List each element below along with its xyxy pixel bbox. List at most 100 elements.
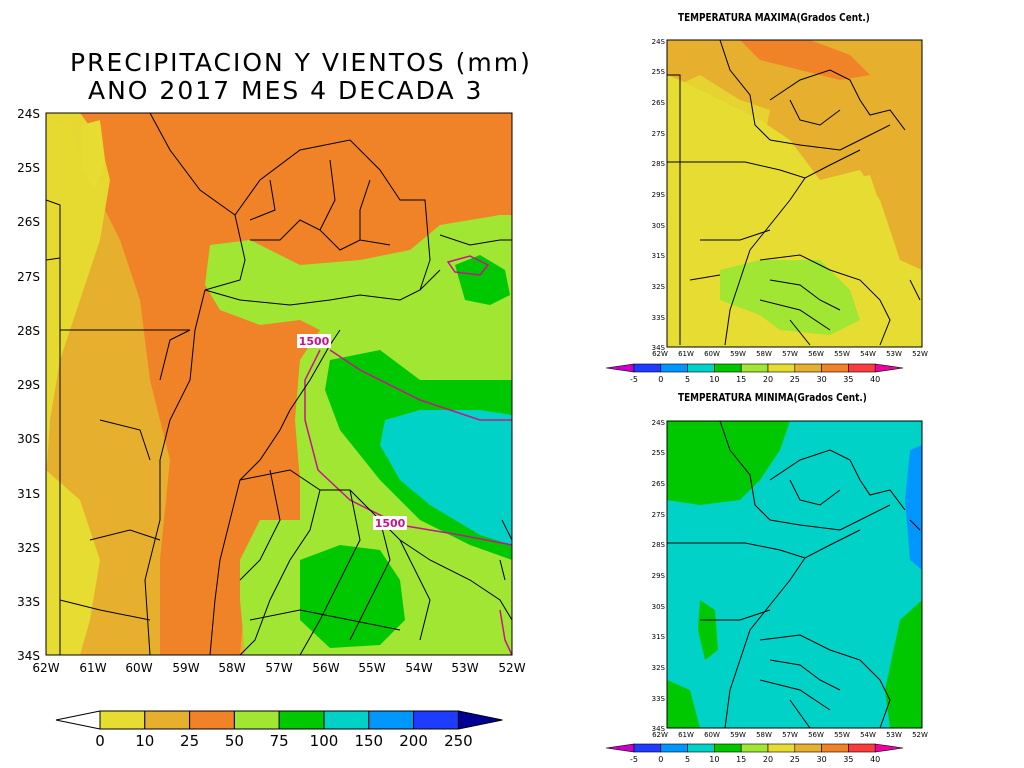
lon-label: 58W xyxy=(756,731,772,739)
colorbar-label: 20 xyxy=(763,755,773,764)
lon-label: 54W xyxy=(860,350,876,358)
lon-label: 56W xyxy=(808,731,824,739)
lat-label: 32S xyxy=(652,283,666,291)
lat-label: 29S xyxy=(652,191,666,199)
colorbar-swatch xyxy=(767,743,796,753)
main-map-fields xyxy=(46,113,512,655)
colorbar-swatch xyxy=(457,710,503,730)
lon-label: 59W xyxy=(172,661,199,675)
colorbar-swatch xyxy=(848,363,876,373)
lon-label: 56W xyxy=(312,661,339,675)
lat-label: 29S xyxy=(652,572,666,580)
lat-label: 28S xyxy=(652,160,666,168)
lon-label: 62W xyxy=(652,731,668,739)
lat-label: 29S xyxy=(17,378,40,392)
colorbar-label: 50 xyxy=(225,732,244,750)
colorbar-swatch xyxy=(189,710,235,730)
colorbar-label: 40 xyxy=(870,375,880,384)
main-map-title-line1: PRECIPITACION Y VIENTOS (mm) xyxy=(70,48,532,77)
colorbar-label: 30 xyxy=(817,375,827,384)
colorbar-label: 20 xyxy=(763,375,773,384)
colorbar-label: -5 xyxy=(630,755,638,764)
colorbar-swatch xyxy=(605,743,635,753)
lon-label: 52W xyxy=(498,661,525,675)
lon-label: 55W xyxy=(358,661,385,675)
lon-label: 56W xyxy=(808,350,824,358)
colorbar-swatch xyxy=(794,743,822,753)
main-map-title-line2: ANO 2017 MES 4 DECADA 3 xyxy=(88,76,484,105)
lon-label: 57W xyxy=(265,661,292,675)
colorbar-label: 25 xyxy=(180,732,199,750)
colorbar-label: 15 xyxy=(736,755,746,764)
main-map-frame xyxy=(45,112,513,656)
lat-label: 32S xyxy=(17,541,40,555)
colorbar-label: 10 xyxy=(135,732,154,750)
colorbar-label: 10 xyxy=(709,755,719,764)
colorbar-swatch xyxy=(874,363,904,373)
lat-label: 24S xyxy=(652,38,666,46)
colorbar-label: 5 xyxy=(685,755,690,764)
lon-label: 54W xyxy=(405,661,432,675)
lon-label: 54W xyxy=(860,731,876,739)
lon-label: 53W xyxy=(886,350,902,358)
lat-label: 30S xyxy=(652,222,666,230)
lon-label: 62W xyxy=(32,661,59,675)
colorbar-swatch xyxy=(660,363,688,373)
colorbar-label: 40 xyxy=(870,755,880,764)
lon-label: 62W xyxy=(652,350,668,358)
lon-label: 61W xyxy=(79,661,106,675)
main-map: 1500 1500 24S 25S 26S 27S 28S 29S 30S 31… xyxy=(17,107,526,675)
lat-label: 28S xyxy=(17,324,40,338)
contour-label-1: 1500 xyxy=(299,335,330,348)
min-temp-map: 24S 25S 26S 27S 28S 29S 30S 31S 32S 33S … xyxy=(652,419,928,739)
lon-label: 59W xyxy=(730,731,746,739)
lon-label: 61W xyxy=(678,350,694,358)
lat-label: 24S xyxy=(17,107,40,121)
lat-label: 27S xyxy=(652,130,666,138)
colorbar-swatch xyxy=(687,743,715,753)
lat-label: 30S xyxy=(652,603,666,611)
colorbar-label: 25 xyxy=(790,375,800,384)
lon-label: 58W xyxy=(218,661,245,675)
lon-label: 57W xyxy=(782,731,798,739)
colorbar-swatch xyxy=(368,710,415,730)
lon-label: 61W xyxy=(678,731,694,739)
colorbar-swatch xyxy=(821,363,849,373)
colorbar-swatch xyxy=(55,710,101,730)
colorbar-swatch xyxy=(660,743,688,753)
lat-label: 33S xyxy=(17,595,40,609)
lat-label: 32S xyxy=(652,664,666,672)
colorbar-label: 30 xyxy=(817,755,827,764)
lon-label: 57W xyxy=(782,350,798,358)
colorbar-label: 0 xyxy=(658,755,663,764)
lat-label: 31S xyxy=(652,633,666,641)
colorbar-label: 0 xyxy=(658,375,663,384)
colorbar-swatch xyxy=(233,710,280,730)
lon-label: 60W xyxy=(125,661,152,675)
colorbar-label: 35 xyxy=(843,375,853,384)
colorbar-swatch xyxy=(413,710,459,730)
colorbar-label: 150 xyxy=(354,732,383,750)
lat-label: 34S xyxy=(652,344,666,352)
colorbar-label: 5 xyxy=(685,375,690,384)
colorbar-label: 250 xyxy=(444,732,473,750)
colorbar-swatch xyxy=(633,743,662,753)
lat-label: 26S xyxy=(17,215,40,229)
colorbar-label: 100 xyxy=(310,732,339,750)
colorbar-swatch xyxy=(767,363,796,373)
lat-label: 31S xyxy=(652,252,666,260)
colorbar-swatch xyxy=(278,710,325,730)
lon-label: 53W xyxy=(886,731,902,739)
colorbar-label: -5 xyxy=(630,375,638,384)
lat-label: 30S xyxy=(17,432,40,446)
colorbar-label: 35 xyxy=(843,755,853,764)
lat-label: 34S xyxy=(17,649,40,663)
lat-label: 25S xyxy=(652,449,666,457)
colorbar-label: 25 xyxy=(790,755,800,764)
lat-label: 26S xyxy=(652,99,666,107)
colorbar-swatch xyxy=(740,363,769,373)
colorbar-swatch xyxy=(144,710,191,730)
lon-label: 60W xyxy=(704,350,720,358)
lon-label: 60W xyxy=(704,731,720,739)
main-colorbar: 0 10 25 50 75 100 150 200 250 xyxy=(55,710,503,750)
